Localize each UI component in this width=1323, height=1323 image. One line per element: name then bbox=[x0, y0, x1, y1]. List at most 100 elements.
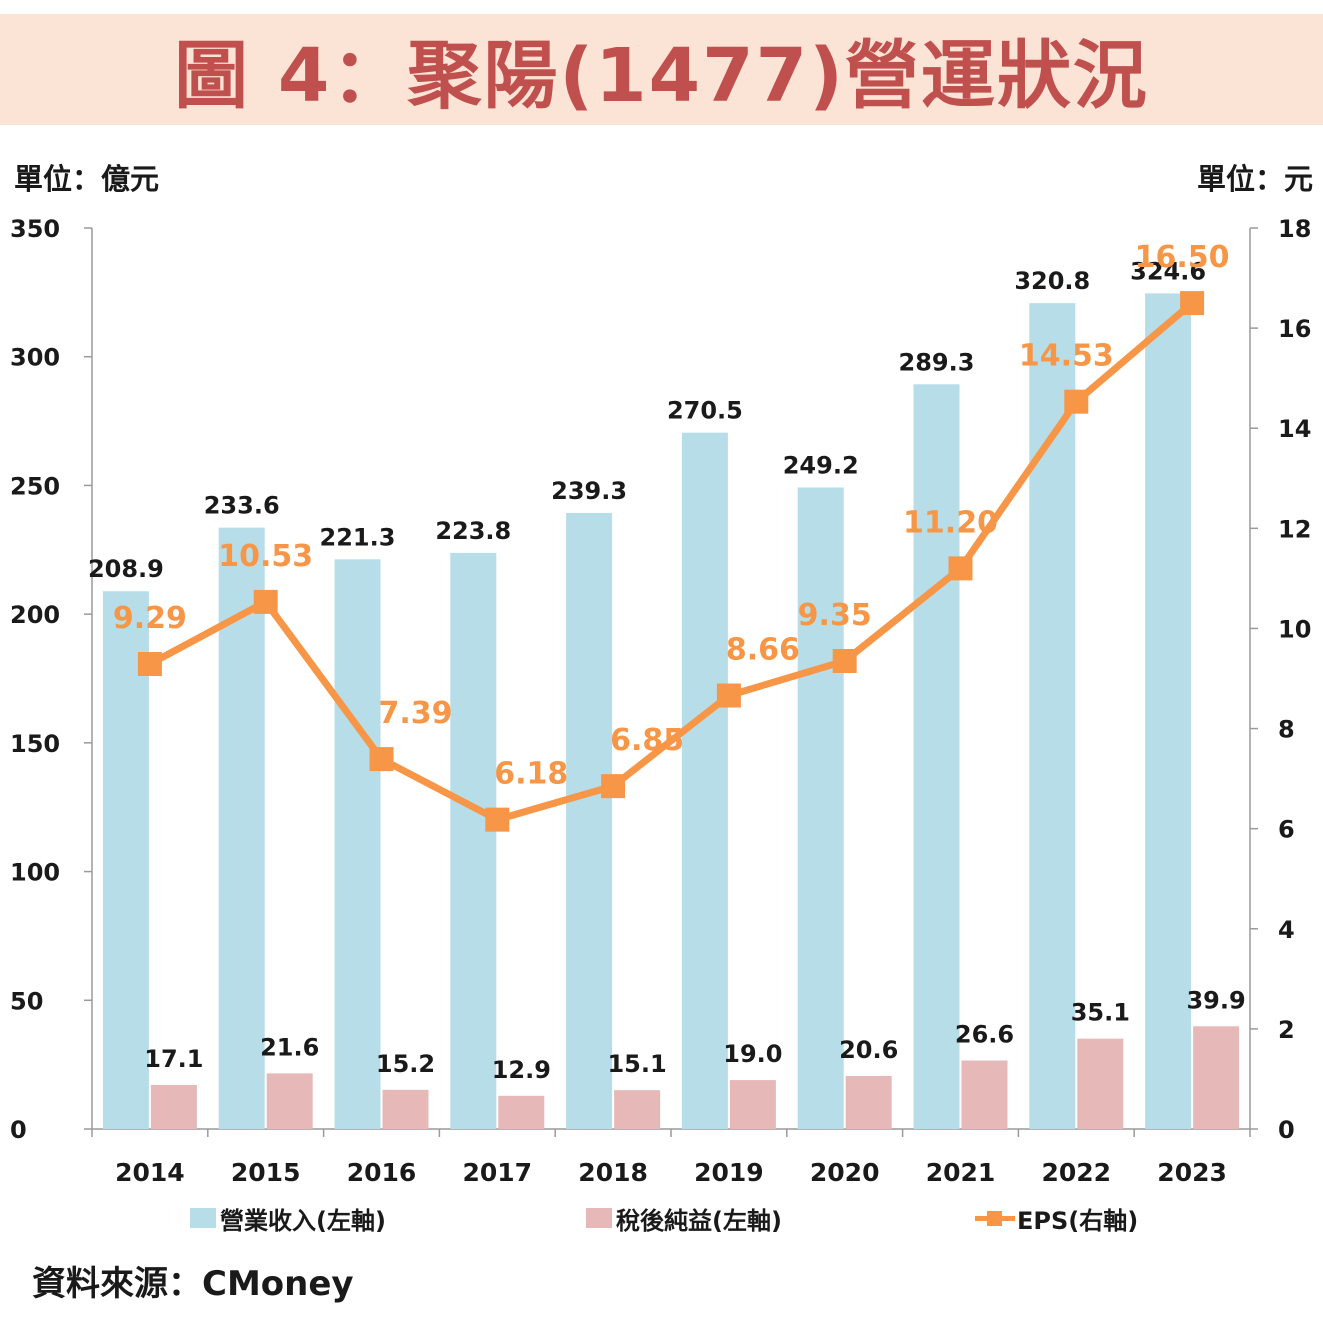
right-tick-label: 2 bbox=[1278, 1016, 1295, 1044]
net-income-data-label: 35.1 bbox=[1071, 999, 1130, 1027]
right-tick-label: 18 bbox=[1278, 215, 1311, 243]
eps-marker bbox=[485, 807, 510, 832]
net-income-data-label: 20.6 bbox=[839, 1036, 898, 1064]
net-income-bar bbox=[382, 1089, 429, 1129]
revenue-data-label: 223.8 bbox=[435, 517, 511, 545]
revenue-data-label: 289.3 bbox=[899, 348, 975, 376]
net-income-data-label: 21.6 bbox=[260, 1033, 319, 1061]
legend-swatch-revenue bbox=[190, 1208, 216, 1228]
eps-data-label: 14.53 bbox=[1019, 339, 1114, 374]
left-tick-label: 250 bbox=[10, 472, 60, 500]
revenue-bar bbox=[566, 512, 613, 1129]
net-income-data-label: 17.1 bbox=[144, 1045, 203, 1073]
revenue-data-label: 239.3 bbox=[551, 477, 627, 505]
net-income-data-label: 39.9 bbox=[1186, 986, 1245, 1014]
right-axis-unit: 單位：元 bbox=[1196, 162, 1313, 196]
left-tick-label: 50 bbox=[10, 987, 43, 1015]
net-income-bar bbox=[961, 1060, 1008, 1129]
x-tick-label: 2016 bbox=[347, 1158, 417, 1187]
revenue-data-label: 324.6 bbox=[1130, 257, 1206, 285]
legend-label-eps: EPS(右軸) bbox=[1017, 1206, 1139, 1235]
legend-item-net-income: 稅後純益(左軸) bbox=[586, 1200, 782, 1236]
eps-data-label: 9.35 bbox=[798, 598, 872, 633]
left-tick-label: 350 bbox=[10, 215, 60, 243]
x-tick-label: 2015 bbox=[231, 1158, 301, 1187]
eps-marker bbox=[253, 589, 278, 614]
right-tick-label: 16 bbox=[1278, 315, 1311, 343]
revenue-data-label: 270.5 bbox=[667, 397, 743, 425]
legend-swatch-net-income bbox=[586, 1208, 612, 1228]
left-tick-label: 150 bbox=[10, 730, 60, 758]
right-tick-label: 0 bbox=[1278, 1116, 1295, 1144]
net-income-data-label: 12.9 bbox=[492, 1056, 551, 1084]
right-tick-label: 12 bbox=[1278, 515, 1311, 543]
x-tick-label: 2017 bbox=[463, 1158, 533, 1187]
net-income-bar bbox=[614, 1090, 661, 1129]
combo-chart: 0 50 100 150 200 250 300 350 0 2 4 6 8 10 12 14 16 18 2014… bbox=[10, 215, 1311, 1187]
left-tick-label: 100 bbox=[10, 859, 60, 887]
legend-label-net-income: 稅後純益(左軸) bbox=[616, 1206, 782, 1235]
revenue-bar bbox=[450, 552, 497, 1129]
x-tick-label: 2022 bbox=[1042, 1158, 1112, 1187]
legend-item-revenue: 營業收入(左軸) bbox=[190, 1200, 386, 1236]
net-income-bar bbox=[1193, 1026, 1240, 1129]
eps-data-label: 16.50 bbox=[1135, 240, 1230, 275]
net-income-bar bbox=[729, 1080, 776, 1129]
revenue-bar bbox=[218, 527, 265, 1129]
eps-data-label: 7.39 bbox=[378, 696, 452, 731]
right-tick-label: 4 bbox=[1278, 916, 1295, 944]
source-note: 資料來源：CMoney bbox=[32, 1264, 354, 1304]
right-tick-label: 10 bbox=[1278, 615, 1311, 643]
net-income-bar bbox=[498, 1095, 545, 1129]
x-tick-label: 2021 bbox=[926, 1158, 996, 1187]
net-income-data-label: 26.6 bbox=[955, 1021, 1014, 1049]
eps-marker bbox=[948, 556, 973, 581]
eps-marker bbox=[137, 651, 162, 676]
legend-item-eps: EPS(右軸) bbox=[975, 1200, 1138, 1236]
net-income-data-label: 19.0 bbox=[723, 1040, 782, 1068]
net-income-data-label: 15.2 bbox=[376, 1050, 435, 1078]
left-tick-label: 0 bbox=[10, 1116, 27, 1144]
x-tick-label: 2018 bbox=[578, 1158, 648, 1187]
revenue-bar bbox=[681, 432, 728, 1129]
revenue-bar bbox=[1029, 303, 1076, 1129]
right-tick-label: 8 bbox=[1278, 716, 1295, 744]
revenue-data-label: 320.8 bbox=[1014, 267, 1090, 295]
eps-data-label: 11.20 bbox=[903, 505, 998, 540]
net-income-data-label: 15.1 bbox=[607, 1050, 666, 1078]
net-income-bar bbox=[150, 1084, 197, 1129]
revenue-data-label: 233.6 bbox=[204, 492, 280, 520]
net-income-bar bbox=[266, 1073, 313, 1129]
eps-marker bbox=[716, 683, 741, 708]
revenue-data-label: 208.9 bbox=[88, 555, 164, 583]
x-tick-label: 2020 bbox=[810, 1158, 880, 1187]
x-tick-label: 2019 bbox=[694, 1158, 764, 1187]
revenue-data-label: 249.2 bbox=[783, 451, 859, 479]
revenue-data-label: 221.3 bbox=[320, 523, 396, 551]
chart-title: 圖 4：聚陽(1477)營運狀況 bbox=[174, 33, 1149, 119]
legend-label-revenue: 營業收入(左軸) bbox=[220, 1206, 386, 1235]
revenue-bar bbox=[913, 384, 960, 1129]
left-tick-label: 300 bbox=[10, 344, 60, 372]
x-tick-label: 2014 bbox=[115, 1158, 185, 1187]
right-tick-label: 14 bbox=[1278, 415, 1311, 443]
eps-data-label: 6.85 bbox=[610, 723, 684, 758]
revenue-bar bbox=[797, 487, 844, 1129]
eps-data-label: 8.66 bbox=[726, 633, 800, 668]
eps-marker bbox=[832, 648, 857, 673]
right-tick-label: 6 bbox=[1278, 816, 1295, 844]
eps-marker bbox=[1064, 389, 1089, 414]
eps-data-label: 6.18 bbox=[494, 757, 568, 792]
left-axis-unit: 單位：億元 bbox=[14, 162, 160, 196]
title-banner: 圖 4：聚陽(1477)營運狀況 bbox=[0, 14, 1323, 125]
net-income-bar bbox=[1077, 1038, 1124, 1129]
eps-marker bbox=[1180, 291, 1205, 316]
eps-line bbox=[148, 300, 1195, 824]
revenue-bar bbox=[334, 559, 381, 1129]
revenue-bar bbox=[1145, 293, 1192, 1129]
x-tick-label: 2023 bbox=[1157, 1158, 1227, 1187]
left-tick-label: 200 bbox=[10, 601, 60, 629]
revenue-bar bbox=[102, 591, 149, 1129]
net-income-bar bbox=[845, 1075, 892, 1129]
legend-swatch-eps bbox=[975, 1208, 1015, 1228]
